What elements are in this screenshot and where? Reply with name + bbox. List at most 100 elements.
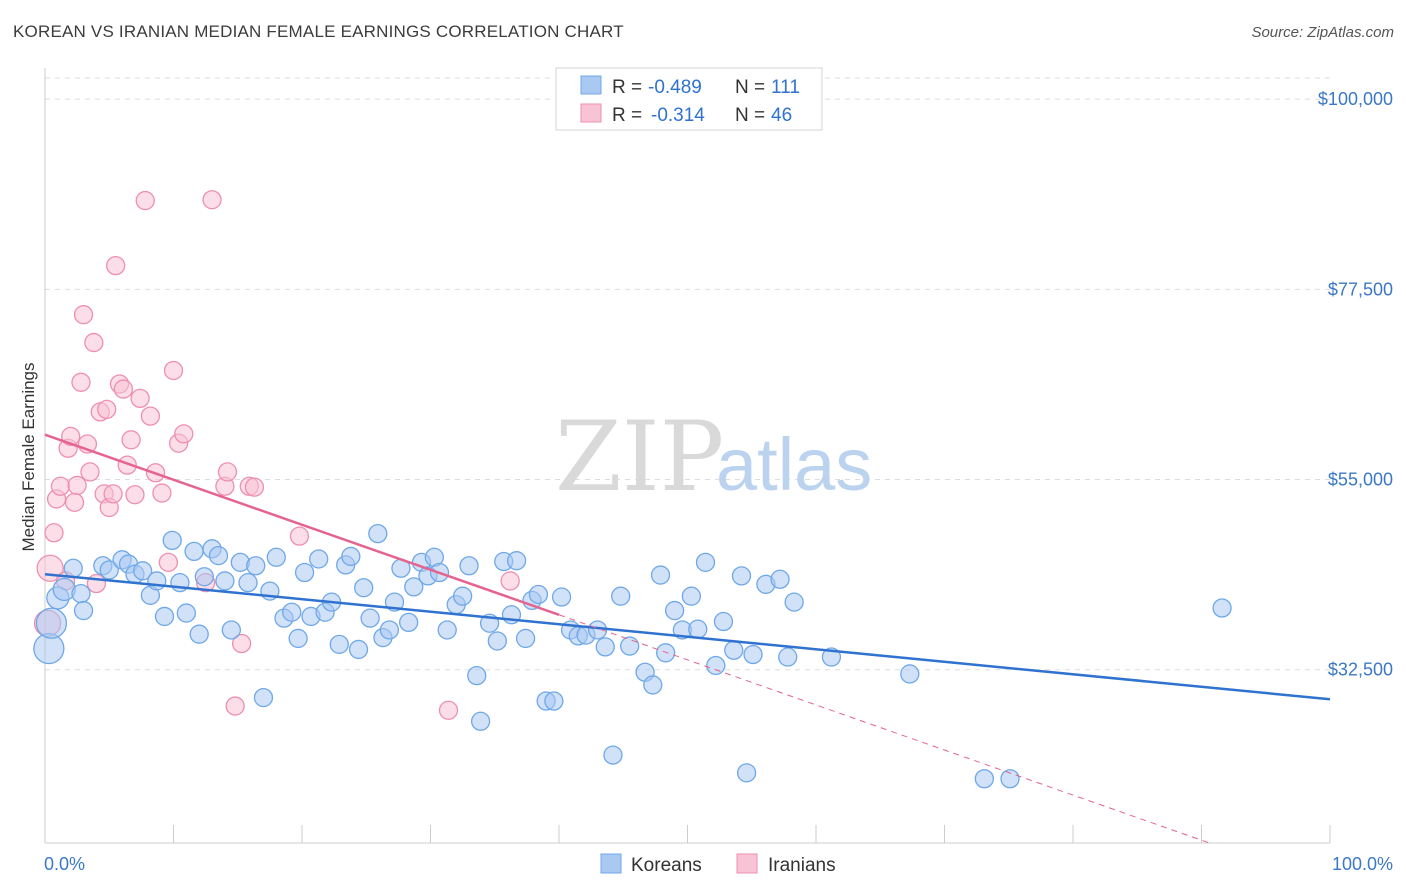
korean-point-103 (974, 769, 994, 789)
iranian-point-13 (80, 462, 100, 482)
legend-iranian-swatch (580, 103, 602, 123)
korean-point-6 (73, 600, 94, 621)
korean-point-35 (294, 562, 315, 583)
watermark: ZIP atlas (555, 401, 872, 513)
iranian-point-4 (50, 476, 71, 496)
korean-point-90 (695, 552, 716, 573)
korean-point-12 (133, 561, 153, 581)
bottom-legend-korean-swatch (600, 853, 622, 874)
korean-point-104 (1000, 769, 1020, 789)
korean-point-29 (253, 687, 274, 708)
y-tick-label-0: $32,500 (1328, 660, 1393, 680)
iranian-point-9 (67, 475, 87, 496)
korean-point-43 (348, 639, 369, 660)
korean-point-80 (611, 586, 631, 606)
korean-point-68 (515, 628, 536, 649)
korean-point-31 (266, 547, 286, 567)
korean-point-24 (215, 571, 235, 591)
korean-point-5 (71, 583, 91, 604)
korean-point-57 (437, 620, 457, 640)
iranian-point-21 (106, 256, 126, 276)
korean-trend-line (44, 572, 1331, 701)
korean-point-27 (238, 572, 258, 593)
korean-point-3 (52, 577, 76, 602)
iranian-point-35 (174, 424, 194, 444)
iranian-point-29 (140, 406, 161, 426)
korean-point-70 (528, 584, 549, 605)
korean-point-94 (731, 566, 752, 586)
korean-point-89 (688, 619, 708, 639)
bottom-legend-iranian-label: Iranians (768, 855, 836, 876)
watermark-atlas: atlas (716, 423, 872, 506)
korean-point-21 (194, 567, 214, 587)
korean-point-101 (821, 647, 842, 667)
legend-iranian-n-value: 46 (771, 105, 792, 126)
korean-point-33 (282, 602, 302, 622)
korean-point-45 (360, 608, 380, 628)
korean-point-37 (309, 549, 329, 569)
iranian-point-15 (86, 573, 107, 594)
iranian-point-44 (289, 526, 310, 546)
korean-point-72 (544, 691, 564, 711)
korean-point-100 (784, 592, 804, 612)
iranian-point-32 (158, 552, 179, 573)
iranian-point-23 (113, 379, 134, 399)
iranian-point-26 (125, 485, 145, 505)
iranian-trend-line (44, 433, 560, 616)
iranian-point-45 (500, 571, 520, 591)
korean-point-86 (665, 600, 685, 621)
korean-point-73 (551, 587, 572, 607)
iranian-point-43 (244, 477, 265, 497)
korean-point-62 (470, 711, 491, 731)
grid-layer (45, 77, 1330, 671)
legend-korean-r-label: R = (612, 77, 642, 98)
korean-point-81 (620, 636, 640, 656)
y-tick-label-2: $77,500 (1328, 279, 1393, 299)
korean-point-1 (35, 607, 68, 639)
korean-point-98 (770, 569, 790, 589)
korean-point-96 (743, 644, 763, 665)
legend-iranian-n-label: N = (735, 105, 765, 126)
iranian-point-18 (97, 399, 117, 420)
korean-point-78 (595, 637, 615, 657)
iranian-point-27 (130, 388, 150, 409)
series-legend: Koreans Iranians (600, 853, 836, 876)
korean-point-85 (656, 643, 676, 663)
legend-korean-r-value: -0.489 (648, 77, 702, 98)
legend-korean-swatch (580, 75, 602, 95)
chart-title: KOREAN VS IRANIAN MEDIAN FEMALE EARNINGS… (13, 22, 624, 41)
iranian-point-20 (103, 484, 123, 504)
korean-point-84 (650, 565, 671, 585)
axes-layer (44, 68, 1331, 844)
korean-point-18 (176, 603, 197, 623)
x-tick-label-1: 100.0% (1332, 854, 1393, 874)
korean-point-60 (459, 556, 479, 576)
iranian-point-31 (152, 483, 172, 503)
iranian-point-40 (225, 696, 245, 716)
korean-point-44 (354, 578, 374, 598)
korean-point-34 (288, 628, 308, 649)
korean-point-99 (778, 647, 798, 667)
iranian-point-46 (438, 700, 459, 720)
korean-point-40 (329, 634, 349, 655)
labels-layer: $32,500 $55,000 $77,500 $100,000 0.0% 100.0% (44, 89, 1393, 874)
korean-point-4 (63, 558, 83, 578)
korean-point-91 (706, 655, 726, 676)
iranian-point-11 (73, 305, 94, 325)
korean-point-105 (1212, 598, 1232, 618)
iranian-point-39 (217, 462, 238, 482)
x-tick-label-0: 0.0% (44, 854, 85, 874)
y-axis-label: Median Female Earnings (19, 363, 38, 552)
korean-point-93 (724, 640, 744, 660)
correlation-legend: R = -0.489 N = 111 R = -0.314 N = 46 (555, 67, 823, 131)
iranian-point-41 (231, 633, 252, 654)
iranian-point-25 (121, 430, 141, 450)
korean-point-19 (184, 541, 204, 562)
korean-point-51 (399, 612, 419, 633)
korean-point-48 (379, 620, 400, 640)
korean-point-8 (99, 560, 119, 580)
bottom-legend-korean-label: Koreans (631, 855, 702, 876)
korean-point-16 (162, 530, 182, 551)
korean-point-52 (404, 577, 424, 597)
korean-point-67 (506, 551, 527, 571)
